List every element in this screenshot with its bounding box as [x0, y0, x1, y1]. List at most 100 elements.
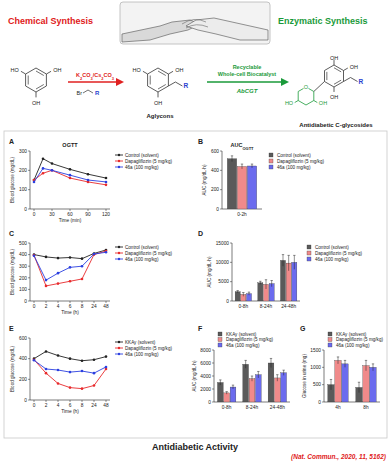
y-tick-label: 200 [19, 377, 27, 382]
panel-letter: E [9, 325, 14, 332]
x-tick-label: 2 [45, 304, 48, 309]
x-tick [106, 400, 107, 402]
legend-item: 46a (100 mg/kg) [115, 165, 159, 170]
marker [69, 177, 72, 180]
y-tick [212, 389, 214, 390]
phloroglucinol: HOOHOH [11, 67, 62, 106]
legend-item: KKAy (solvent) [218, 332, 257, 337]
x-tick-label: 48 [103, 304, 109, 309]
left-hand [122, 20, 200, 42]
double-bond [28, 76, 29, 85]
marker [93, 372, 96, 375]
biocatalyst-label: Whole-cell Biocatalyst [218, 71, 277, 77]
error-bar [232, 385, 234, 389]
x-tick-label: 0 [33, 403, 36, 408]
panel-letter: B [198, 138, 203, 145]
error-bar [251, 376, 253, 381]
arrow-head [116, 78, 124, 86]
y-tick [28, 400, 30, 401]
legend-swatch [307, 251, 311, 255]
y-tick [28, 358, 30, 359]
y-tick-label: 100 [19, 287, 27, 292]
atom-label: OH [330, 55, 338, 61]
y-axis [324, 350, 325, 402]
legend-line [115, 342, 123, 343]
enzymatic-arrow [207, 81, 283, 83]
legend-swatch [328, 332, 332, 336]
error-bar [358, 382, 360, 392]
double-bond [158, 85, 166, 90]
legend-label: 46a (100 mg/kg) [336, 343, 370, 348]
bar [230, 387, 236, 402]
y-tick [28, 379, 30, 380]
product-label: Antidiabetic C-glycosides [299, 122, 373, 128]
legend-label: 46a (100 mg/kg) [125, 257, 159, 262]
legend-label: Dapagliflozin (5 mg/kg) [125, 346, 172, 351]
bar [237, 166, 246, 209]
chart-a: AOGTT0100200300Blood glucose (mg/dL)0306… [9, 138, 172, 223]
bar [274, 378, 280, 402]
y-tick [212, 376, 214, 377]
legend-line [115, 161, 123, 162]
error-bar [244, 360, 246, 368]
legend-label: KKAy (solvent) [125, 340, 156, 345]
marker [51, 162, 54, 165]
y-tick-label: 200 [19, 276, 27, 281]
x-tick-label: 24-48h [281, 304, 296, 309]
marker [93, 384, 96, 387]
legend-item: KKAy (solvent) [328, 332, 367, 337]
panel-letter: G [300, 325, 306, 332]
chart-c: C0100200300400500Blood glucose (mg/dL)02… [9, 230, 172, 315]
legend-label: Dapagliflozin (5 mg/kg) [125, 251, 172, 256]
marker [105, 366, 108, 369]
x-tick [46, 400, 47, 402]
y-tick [28, 170, 30, 171]
error-bar [231, 156, 233, 162]
double-bond [150, 76, 151, 85]
x-tick-label: 0 [33, 212, 36, 217]
x-tick [70, 209, 71, 211]
y-axis-label: Blood glucose (mg/dL) [10, 346, 15, 392]
x-tick-label: 4 [57, 403, 60, 408]
error-bar [248, 292, 250, 295]
y-tick-label: 10000 [216, 260, 230, 265]
legend-label: Control (solvent) [125, 153, 159, 158]
x-tick [106, 209, 107, 211]
marker [51, 169, 54, 172]
citation: (Nat. Commun., 2020, 11, 5162) [291, 453, 386, 461]
series-line [34, 360, 106, 389]
marker [45, 368, 48, 371]
bar [280, 260, 285, 301]
enzyme-label: AbCGT [236, 88, 259, 94]
bond [344, 68, 348, 70]
plot-area [227, 156, 256, 209]
legend-swatch [328, 338, 332, 342]
x-axis-label: Time (h) [61, 310, 79, 315]
legend-label: Control (solvent) [277, 153, 311, 158]
caption: Antidiabetic Activity [152, 442, 238, 452]
legend-item: Control (solvent) [115, 153, 159, 158]
bar [217, 383, 223, 403]
legend-label: 46a (100 mg/kg) [315, 257, 349, 262]
legend-marker [118, 258, 120, 260]
y-axis-label: Glucose in urine (mg) [302, 354, 307, 398]
marker [45, 256, 48, 259]
y-tick [230, 262, 232, 263]
panel-frame [4, 131, 387, 438]
marker [57, 272, 60, 275]
chart-e: E0200400600Blood glucose (mg/dL)02468244… [9, 325, 172, 414]
legend-swatch [218, 343, 222, 347]
y-tick-label: 0 [24, 207, 27, 212]
double-bond [326, 72, 327, 80]
y-axis [30, 151, 31, 209]
legend-item: Dapagliflozin (5 mg/kg) [115, 346, 172, 351]
legend-marker [118, 246, 120, 248]
aglycon-label: Aglycons [146, 113, 174, 119]
y-axis-label: Blood glucose (mg/dL) [10, 157, 15, 203]
x-tick-label: 4h [335, 405, 341, 410]
y-tick [322, 350, 324, 351]
series-line [34, 250, 106, 259]
plot-area [217, 358, 286, 402]
atom-label: OH [350, 64, 358, 70]
error-bar [241, 164, 243, 169]
